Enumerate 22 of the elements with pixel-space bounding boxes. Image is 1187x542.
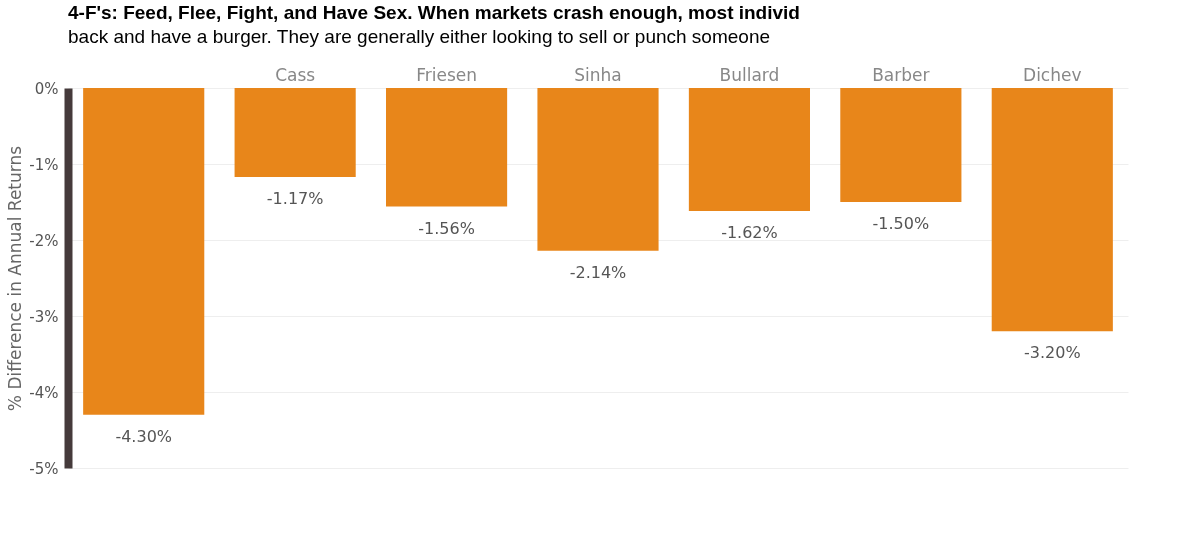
x-tick-label: Barber [872, 64, 930, 85]
data-label: -4.30% [115, 426, 173, 446]
y-tick-label: 0% [34, 79, 59, 98]
y-tick-label: -2% [29, 231, 59, 250]
data-label: -1.17% [266, 188, 324, 208]
text: 4-F's: Feed, Flee, Fight, and Have Sex. When markets crash enough, most individ [68, 2, 800, 23]
data-label: -1.56% [418, 218, 475, 238]
y-tick-label: -3% [29, 307, 59, 326]
y-axis-title: % Difference in Annual Returns [5, 145, 26, 412]
y-tick-label: -4% [29, 383, 59, 402]
y-tick-label: -1% [29, 155, 59, 174]
x-tick-label: Cass [275, 64, 316, 85]
x-tick-label: Friesen [416, 64, 477, 85]
data-label: -3.20% [1023, 343, 1081, 363]
x-tick-label: Bullard [719, 64, 780, 85]
y-tick-label: -5% [29, 459, 59, 478]
x-tick-label: Sinha [574, 64, 622, 85]
data-label: -1.62% [721, 223, 778, 243]
text: back and have a burger. They are generally either looking to sell or punch someone [68, 26, 771, 47]
data-label: -1.50% [872, 214, 930, 233]
data-label: -2.14% [569, 262, 627, 282]
x-tick-label: Dichev [1023, 64, 1082, 85]
